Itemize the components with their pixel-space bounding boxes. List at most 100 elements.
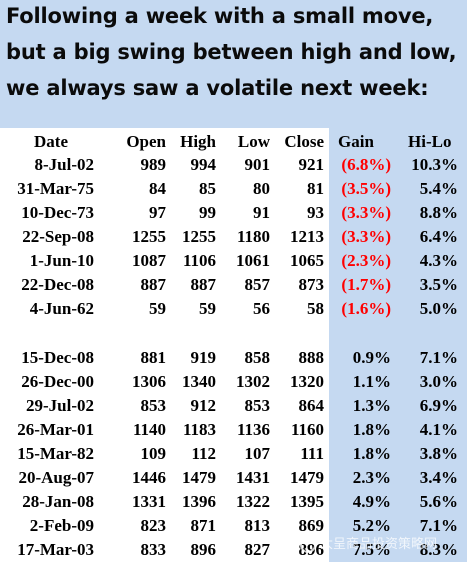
cell-hilo: 3.8%	[419, 444, 458, 463]
cell-low: 813	[244, 516, 271, 535]
cell-date: 22-Dec-08	[21, 275, 94, 294]
table-header-row: Date Open High Low Close Gain Hi-Lo	[0, 130, 467, 154]
table-row: 1-Jun-10 1087 1106 1061 1065 (2.3%) 4.3%	[0, 249, 467, 273]
cell-high: 99	[199, 203, 216, 222]
cell-low: 853	[244, 396, 271, 415]
cell-date: 17-Mar-03	[17, 540, 94, 559]
table-panel-blue	[329, 128, 467, 562]
table-row: 15-Dec-08 881 919 858 888 0.9% 7.1%	[0, 346, 467, 370]
cell-gain: 1.8%	[352, 444, 391, 463]
cell-gain: 5.2%	[352, 516, 391, 535]
cell-high: 85	[199, 179, 216, 198]
cell-hilo: 5.6%	[419, 492, 458, 511]
cell-close: 864	[298, 396, 325, 415]
cell-date: 29-Jul-02	[26, 396, 94, 415]
cell-hilo: 10.3%	[411, 155, 458, 174]
cell-open: 881	[140, 348, 167, 367]
cell-close: 1479	[290, 468, 324, 487]
table-panel-white	[0, 128, 329, 562]
cell-high: 1183	[182, 420, 216, 439]
table-row: 15-Mar-82 109 112 107 111 1.8% 3.8%	[0, 442, 467, 466]
cell-gain: 1.8%	[352, 420, 391, 439]
cell-low: 107	[244, 444, 271, 463]
header-date: Date	[34, 132, 68, 151]
cell-low: 91	[253, 203, 270, 222]
cell-hilo: 7.1%	[419, 516, 458, 535]
cell-date: 26-Mar-01	[17, 420, 94, 439]
cell-high: 1396	[182, 492, 216, 511]
cell-hilo: 8.3%	[419, 540, 458, 559]
cell-close: 921	[298, 155, 325, 174]
cell-open: 1306	[132, 372, 166, 391]
cell-low: 1431	[236, 468, 270, 487]
heading-line-3: we always saw a volatile next week:	[6, 76, 429, 100]
cell-date: 22-Sep-08	[22, 227, 94, 246]
table-row: 4-Jun-62 59 59 56 58 (1.6%) 5.0%	[0, 297, 467, 321]
header-high: High	[180, 132, 216, 151]
cell-high: 1106	[182, 251, 216, 270]
cell-date: 8-Jul-02	[34, 155, 95, 174]
cell-open: 1140	[132, 420, 166, 439]
header-close: Close	[284, 132, 324, 151]
cell-open: 1446	[132, 468, 166, 487]
heading-panel: Following a week with a small move, but …	[0, 0, 467, 128]
cell-date: 10-Dec-73	[21, 203, 94, 222]
watermark-text: 大呈商品投资策略网	[320, 537, 438, 552]
cell-open: 84	[149, 179, 166, 198]
cell-gain: 1.1%	[352, 372, 391, 391]
cell-date: 1-Jun-10	[29, 251, 94, 270]
cell-hilo: 5.4%	[419, 179, 458, 198]
cell-close: 869	[298, 516, 325, 535]
cell-open: 59	[149, 299, 166, 318]
cell-hilo: 6.4%	[419, 227, 458, 246]
cell-open: 833	[140, 540, 167, 559]
cell-gain: (6.8%)	[341, 155, 391, 174]
watermark: 大呈商品投资策略网	[300, 533, 460, 555]
cell-hilo: 3.5%	[419, 275, 458, 294]
cell-date: 15-Dec-08	[21, 348, 94, 367]
cell-gain: 4.9%	[352, 492, 391, 511]
cell-hilo: 5.0%	[419, 299, 458, 318]
cell-hilo: 3.4%	[419, 468, 458, 487]
table-row: 20-Aug-07 1446 1479 1431 1479 2.3% 3.4%	[0, 466, 467, 490]
cell-close: 1213	[290, 227, 324, 246]
cell-gain: 0.9%	[352, 348, 391, 367]
cell-high: 994	[190, 155, 217, 174]
cell-high: 1479	[182, 468, 216, 487]
cell-hilo: 3.0%	[419, 372, 458, 391]
header-gain: Gain	[338, 132, 374, 151]
cell-date: 20-Aug-07	[18, 468, 94, 487]
cell-low: 1322	[236, 492, 270, 511]
cell-high: 1255	[182, 227, 216, 246]
table-row: 2-Feb-09 823 871 813 869 5.2% 7.1%	[0, 514, 467, 538]
cell-date: 28-Jan-08	[22, 492, 94, 511]
cell-date: 26-Dec-00	[21, 372, 94, 391]
table-row: 17-Mar-03 833 896 827 896 7.5% 8.3%	[0, 538, 467, 562]
watermark-logo-icon	[300, 536, 316, 553]
cell-low: 857	[244, 275, 271, 294]
cell-close: 873	[298, 275, 325, 294]
cell-open: 853	[140, 396, 167, 415]
cell-open: 1331	[132, 492, 166, 511]
cell-gain: (3.3%)	[341, 227, 391, 246]
heading-line-2: but a big swing between high and low,	[6, 40, 457, 64]
cell-high: 871	[190, 516, 217, 535]
cell-high: 59	[199, 299, 216, 318]
cell-date: 15-Mar-82	[17, 444, 94, 463]
cell-hilo: 6.9%	[419, 396, 458, 415]
cell-close: 81	[307, 179, 324, 198]
cell-gain: (1.6%)	[341, 299, 391, 318]
cell-high: 896	[190, 540, 217, 559]
cell-gain: 2.3%	[352, 468, 391, 487]
table-row: 10-Dec-73 97 99 91 93 (3.3%) 8.8%	[0, 201, 467, 225]
cell-close: 1320	[290, 372, 324, 391]
cell-open: 823	[140, 516, 167, 535]
cell-gain: 1.3%	[352, 396, 391, 415]
header-low: Low	[237, 132, 270, 151]
cell-gain: (2.3%)	[341, 251, 391, 270]
cell-gain: (3.5%)	[341, 179, 391, 198]
cell-high: 919	[190, 348, 217, 367]
cell-low: 80	[253, 179, 270, 198]
cell-close: 1160	[290, 420, 324, 439]
cell-low: 1302	[236, 372, 270, 391]
